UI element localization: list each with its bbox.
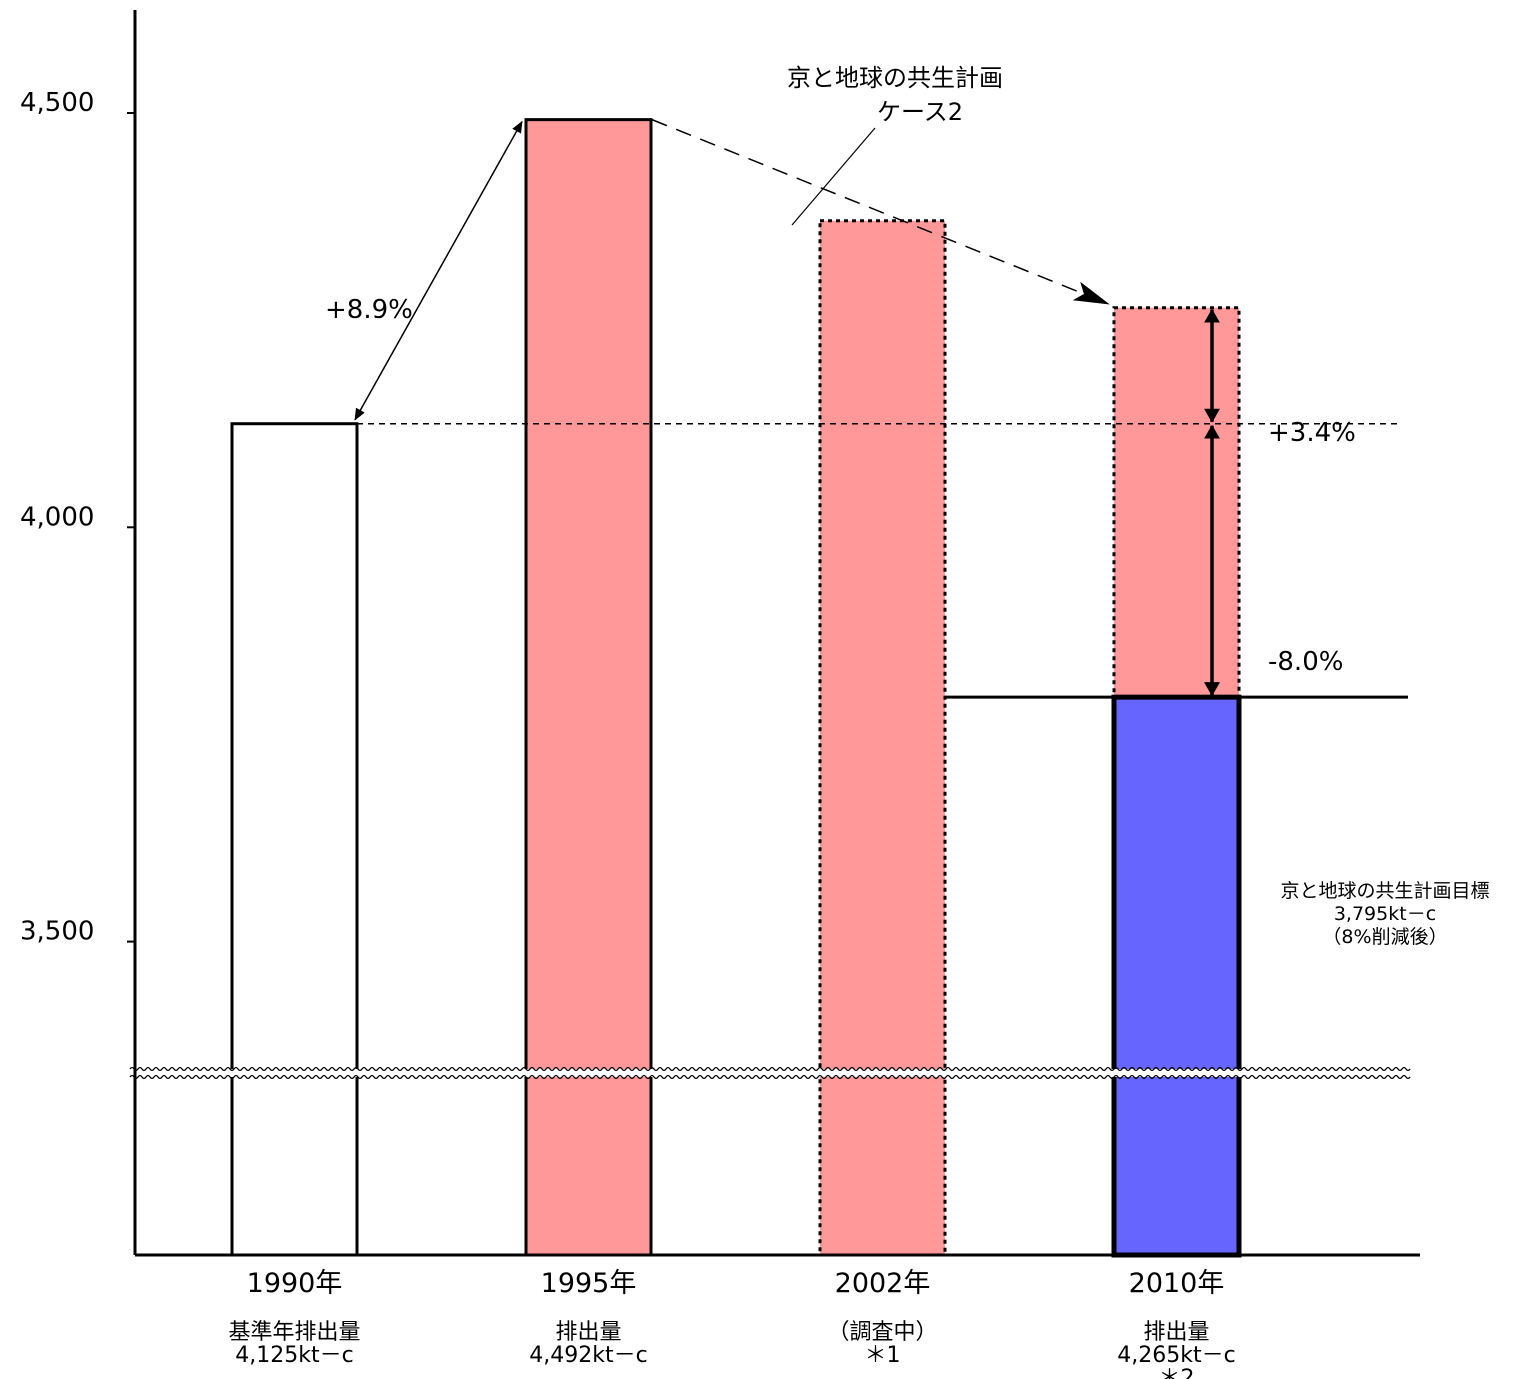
x-category-sublabel: （調査中） xyxy=(827,1320,937,1345)
x-category-sublabel: 基準年排出量 xyxy=(228,1320,360,1345)
growth-1995-label: +8.9% xyxy=(325,295,413,325)
break-gap xyxy=(130,1069,1410,1077)
plan-case-subtitle: ケース2 xyxy=(877,98,963,126)
reduction-2010-label: -8.0% xyxy=(1268,647,1343,677)
x-category-sublabel: 排出量 xyxy=(555,1320,621,1345)
x-category-label: 1990年 xyxy=(247,1268,343,1299)
target-label-line3: （8%削減後） xyxy=(1322,926,1447,948)
callout-leader-line xyxy=(791,127,876,226)
target-label-line2: 3,795kt－c xyxy=(1334,903,1436,925)
axis-break xyxy=(129,1066,1411,1080)
growth-arrow xyxy=(354,120,523,421)
bar-2010-target xyxy=(1111,694,1242,1258)
y-tick-label: 3,500 xyxy=(20,917,94,947)
y-tick-label: 4,000 xyxy=(20,502,94,532)
x-category-sublabel: 4,265kt－c xyxy=(1117,1343,1235,1368)
x-category-sublabel: ＊1 xyxy=(865,1343,901,1368)
guide-lines xyxy=(354,118,1408,699)
y-tick-label: 4,500 xyxy=(20,88,94,118)
increase-2010-label: +3.4% xyxy=(1268,418,1356,448)
bars-layer xyxy=(230,118,1242,1258)
break-wave-bottom xyxy=(129,1074,1411,1080)
trend-arrow xyxy=(651,118,1110,305)
bar-1995 xyxy=(524,118,653,1257)
bar-2002 xyxy=(818,219,947,1257)
y-ticks: 3,500 4,000 4,500 xyxy=(20,88,135,947)
plan-case-title: 京と地球の共生計画 xyxy=(787,64,1003,92)
x-labels: 1990年基準年排出量4,125kt－c1995年排出量4,492kt－c200… xyxy=(228,1268,1235,1379)
x-category-label: 2010年 xyxy=(1129,1268,1225,1299)
x-category-sublabel: 4,492kt－c xyxy=(529,1343,647,1368)
x-category-sublabel: 排出量 xyxy=(1143,1320,1209,1345)
x-category-label: 2002年 xyxy=(835,1268,931,1299)
x-category-sublabel: 4,125kt－c xyxy=(235,1343,353,1368)
x-category-sublabel: ＊2 xyxy=(1159,1366,1195,1379)
bar-1990 xyxy=(230,422,359,1257)
target-label-line1: 京と地球の共生計画目標 xyxy=(1280,880,1489,902)
break-wave-top xyxy=(129,1066,1411,1072)
x-category-label: 1995年 xyxy=(541,1268,637,1299)
